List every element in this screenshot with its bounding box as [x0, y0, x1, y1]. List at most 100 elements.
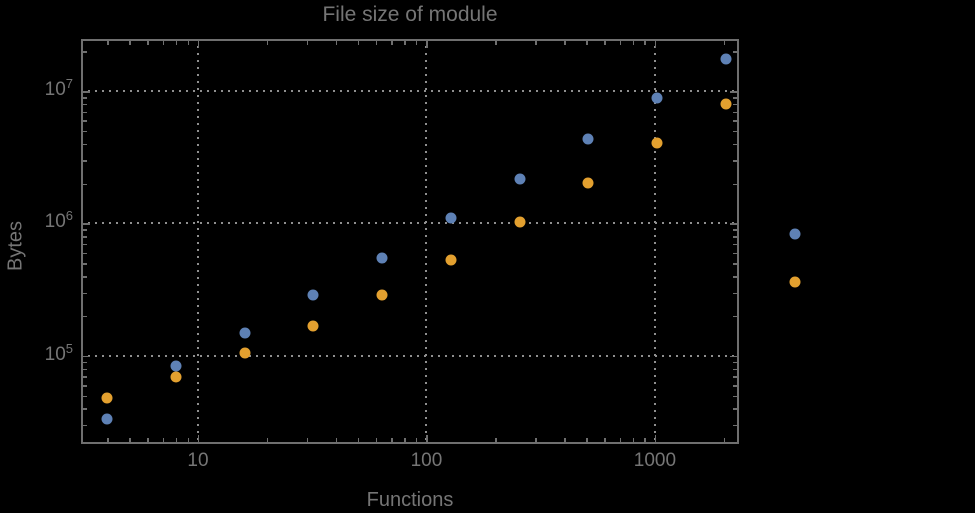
y-tick-mark: [81, 223, 90, 225]
data-point-series-2-orange: [582, 177, 594, 189]
x-tick-mark: [644, 39, 646, 45]
y-tick-mark: [733, 229, 739, 231]
x-tick-mark: [426, 435, 428, 444]
y-tick-mark: [81, 51, 87, 53]
x-tick-mark: [632, 438, 635, 444]
y-tick-mark: [733, 252, 739, 255]
frame-edge-top: [81, 39, 739, 41]
data-point-series-2-orange: [101, 392, 113, 404]
data-point-series-2-orange: [376, 289, 388, 301]
x-tick-mark: [564, 39, 566, 45]
x-tick-mark: [619, 438, 622, 444]
data-point-series-1-blue: [582, 133, 594, 145]
data-point-series-1-blue: [376, 252, 388, 264]
x-tick-mark: [426, 39, 428, 48]
y-tick-mark: [81, 236, 87, 238]
x-tick-label-1000: 1000: [633, 450, 677, 471]
y-tick-mark: [733, 183, 739, 186]
data-point-series-2-orange: [651, 137, 663, 149]
x-tick-mark: [495, 438, 497, 444]
y-tick-mark: [81, 424, 87, 427]
x-tick-mark: [415, 438, 418, 444]
x-tick-mark: [129, 39, 131, 45]
y-tick-exponent: 7: [65, 75, 73, 91]
x-tick-mark: [586, 39, 588, 45]
y-tick-label-1e6: 106: [44, 209, 73, 234]
data-point-series-2-orange: [170, 371, 182, 383]
y-tick-mark: [733, 361, 739, 364]
y-tick-exponent: 6: [65, 208, 73, 224]
y-tick-mark: [733, 263, 739, 265]
x-axis-label: Functions: [366, 489, 454, 511]
y-tick-mark: [733, 236, 739, 238]
chart-title: File size of module: [322, 3, 498, 26]
data-point-series-2-orange: [307, 320, 319, 332]
data-point-series-1-blue: [307, 289, 319, 301]
y-tick-mark: [81, 143, 87, 146]
y-tick-mark: [81, 120, 87, 122]
y-tick-mark: [733, 97, 739, 99]
y-tick-exponent: 5: [65, 340, 73, 356]
x-tick-mark: [187, 39, 190, 45]
x-tick-mark: [644, 438, 646, 444]
v-gridline-10: [196, 39, 199, 444]
data-point-series-2-orange: [239, 347, 251, 359]
x-tick-mark: [107, 438, 109, 444]
y-tick-mark: [81, 97, 87, 99]
y-tick-mark: [81, 361, 87, 364]
y-tick-mark: [81, 103, 87, 106]
x-tick-mark: [375, 39, 378, 45]
x-tick-mark: [147, 39, 149, 45]
x-tick-mark: [723, 438, 726, 444]
y-tick-base: 10: [44, 211, 66, 233]
x-tick-mark: [535, 39, 537, 45]
data-point-series-1-blue: [514, 173, 526, 185]
y-tick-mark: [81, 395, 87, 398]
x-tick-mark: [415, 39, 418, 45]
y-tick-mark: [730, 91, 739, 93]
x-tick-mark: [266, 438, 269, 444]
data-point-series-1-blue: [445, 212, 457, 224]
y-tick-mark: [81, 368, 87, 371]
x-tick-mark: [197, 435, 200, 444]
x-tick-mark: [632, 39, 635, 45]
y-tick-mark: [733, 160, 739, 162]
x-tick-mark: [357, 39, 360, 45]
x-tick-mark: [604, 39, 606, 45]
y-tick-mark: [733, 243, 739, 246]
y-tick-base: 10: [44, 79, 66, 101]
y-tick-mark: [81, 160, 87, 162]
x-tick-mark: [391, 39, 393, 45]
y-tick-mark: [81, 111, 87, 114]
y-tick-mark: [81, 385, 87, 387]
y-tick-mark: [733, 368, 739, 371]
data-point-series-1-blue: [170, 360, 182, 372]
y-tick-mark: [733, 130, 739, 133]
y-tick-mark: [733, 395, 739, 398]
x-tick-mark: [197, 39, 200, 48]
x-tick-mark: [306, 438, 309, 444]
x-tick-mark: [147, 438, 149, 444]
h-gridline-1e5: [81, 354, 739, 357]
data-point-series-1-blue: [651, 92, 663, 104]
x-tick-mark: [619, 39, 622, 45]
y-tick-mark: [733, 408, 739, 410]
x-tick-mark: [175, 438, 178, 444]
x-tick-mark: [335, 39, 338, 45]
x-tick-mark: [723, 39, 726, 45]
data-point-series-2-orange: [789, 276, 801, 288]
y-tick-mark: [81, 355, 90, 358]
data-point-series-1-blue: [101, 413, 113, 425]
x-tick-mark: [162, 39, 165, 45]
y-tick-mark: [81, 130, 87, 133]
y-tick-mark: [81, 229, 87, 231]
h-gridline-1e6: [81, 222, 739, 225]
x-tick-mark: [404, 39, 406, 45]
y-tick-mark: [733, 292, 739, 295]
x-tick-mark: [335, 438, 338, 444]
y-tick-label-1e7: 107: [44, 75, 73, 101]
y-tick-mark: [81, 183, 87, 186]
x-tick-mark: [375, 438, 378, 444]
y-tick-mark: [733, 424, 739, 427]
y-tick-mark: [81, 91, 90, 93]
